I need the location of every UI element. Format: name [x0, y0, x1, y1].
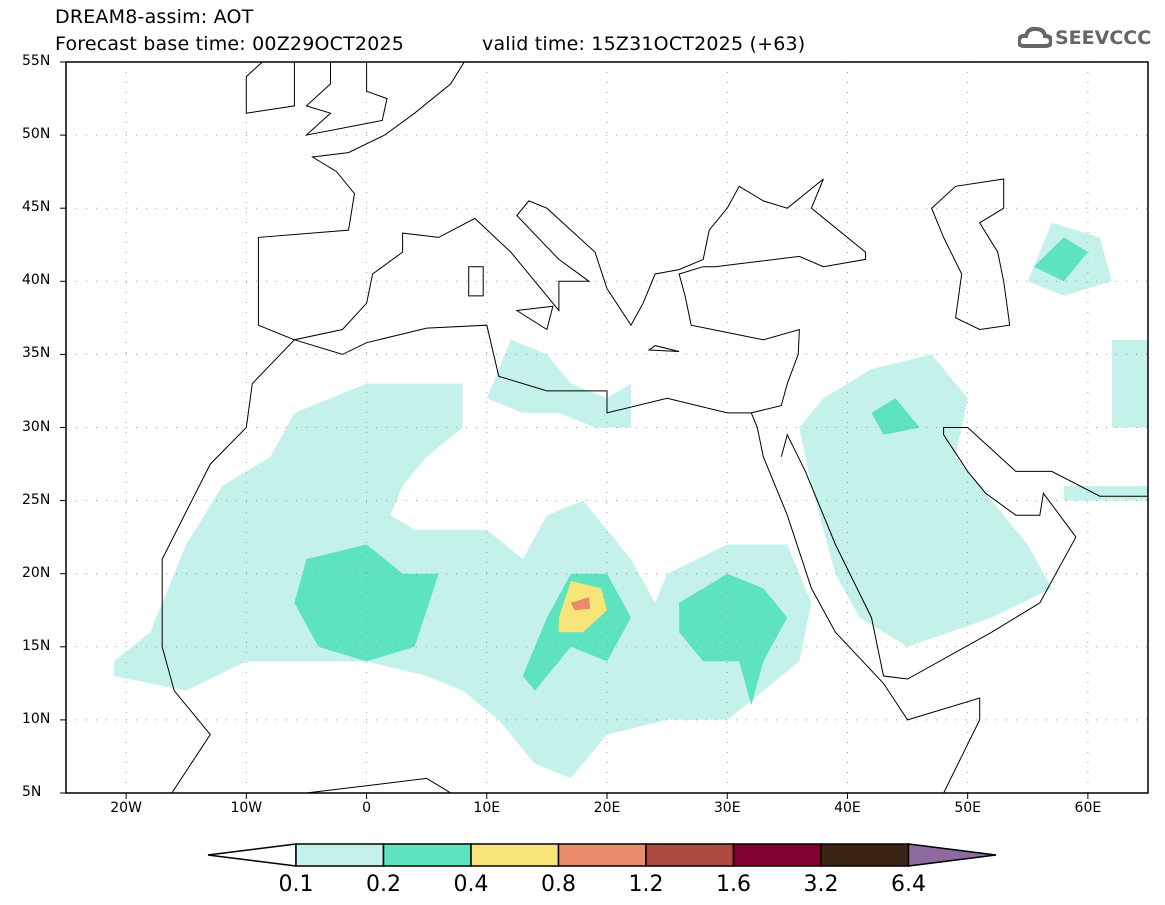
coastline-sicily	[515, 305, 554, 331]
coastline-arabia	[780, 427, 1148, 680]
lon-label: 10E	[473, 800, 501, 816]
lat-label: 15N	[22, 637, 51, 654]
coastline-sardinia	[468, 266, 484, 297]
map-title: DREAM8-assim: AOT	[55, 6, 254, 28]
cloud-icon	[1018, 26, 1052, 48]
lat-label: 45N	[22, 199, 51, 216]
logo-text: SEEVCCC	[1055, 27, 1152, 49]
aot-contour-0.1-0.2	[1111, 339, 1148, 428]
lon-label: 30E	[713, 800, 741, 816]
colorbar-label: 0.2	[366, 872, 401, 897]
lat-label: 30N	[22, 418, 51, 435]
colorbar-label: 0.8	[541, 872, 576, 897]
aot-contour-0.1-0.2	[486, 339, 631, 428]
aot-contour-0.8-1.2	[570, 597, 591, 611]
coastline-europe-africa	[161, 62, 866, 793]
colorbar-label: 0.4	[453, 872, 489, 897]
lon-label: 10W	[230, 800, 263, 816]
lon-label: 60E	[1074, 800, 1102, 816]
lat-label: 10N	[22, 710, 51, 727]
aot-contour-0.2-0.4	[679, 573, 788, 706]
colorbar-swatch	[557, 843, 647, 867]
colorbar-swatch	[732, 843, 822, 867]
valid-time: valid time: 15Z31OCT2025 (+63)	[482, 33, 806, 55]
colorbar-under-arrow	[207, 843, 297, 867]
aot-contour-0.2-0.4	[1033, 237, 1088, 282]
colorbar-swatch	[470, 843, 560, 867]
colorbar-swatch	[645, 843, 735, 867]
colorbar-label: 1.2	[628, 872, 664, 897]
coastline-crete	[647, 345, 680, 352]
aot-contour-0.1-0.2	[114, 383, 812, 779]
lat-label: 35N	[22, 345, 51, 362]
colorbar-swatch	[295, 843, 385, 867]
colorbar-over-arrow	[907, 843, 997, 867]
lat-label: 40N	[22, 272, 51, 289]
coastline-ireland	[245, 62, 295, 114]
forecast-base-time: Forecast base time: 00Z29OCT2025	[55, 33, 405, 55]
coastline-gulf-guinea	[305, 777, 452, 793]
colorbar-swatch	[820, 843, 910, 867]
colorbar-swatch	[382, 843, 472, 867]
map-layers	[66, 62, 1148, 793]
lat-label: 55N	[22, 53, 51, 69]
aot-contour-0.1-0.2	[1063, 486, 1148, 501]
aot-contour-0.2-0.4	[871, 398, 920, 435]
colorbar-label: 0.1	[278, 872, 314, 897]
colorbar-label: 1.6	[716, 872, 751, 897]
colorbar-label: 3.2	[803, 872, 839, 897]
lon-label: 50E	[954, 800, 981, 816]
lon-label: 0	[362, 800, 372, 816]
coastline-britain	[304, 62, 388, 136]
lon-label: 20E	[593, 800, 621, 816]
colorbar-label: 6.4	[891, 872, 926, 897]
coastline-east-africa	[750, 412, 981, 793]
lat-label: 25N	[22, 491, 51, 508]
coastline-caspian	[931, 178, 1011, 331]
lat-label: 5N	[22, 784, 42, 800]
lon-label: 20W	[110, 800, 142, 816]
seevccc-logo: SEEVCCC	[1018, 26, 1151, 50]
aot-contour-0.1-0.2	[799, 354, 1052, 647]
lat-label: 20N	[22, 564, 51, 581]
lat-label: 50N	[22, 126, 51, 143]
lon-label: 40E	[834, 800, 861, 816]
